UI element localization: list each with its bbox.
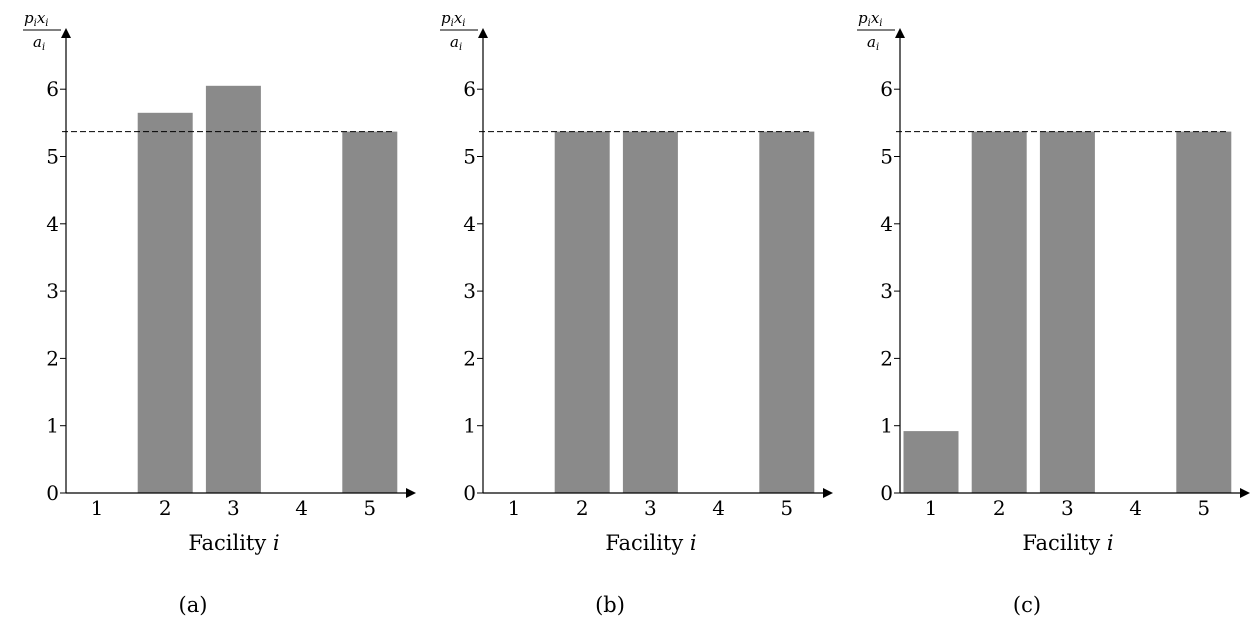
x-tick-label: 5 [780, 496, 793, 520]
y-tick-label: 3 [463, 279, 476, 303]
y-tick-label: 6 [46, 77, 59, 101]
x-axis-title: Facility i [605, 531, 696, 555]
y-tick-label: 2 [46, 346, 59, 370]
y-tick-label: 1 [46, 414, 59, 438]
panel-caption: (b) [595, 593, 625, 617]
y-tick-label: 4 [463, 212, 476, 236]
y-axis-title-denominator: ai [450, 33, 462, 53]
chart-panel-2: 0 1 2 3 4 5 6 1 2 3 4 5 Facility i pixi ai (b) [440, 9, 833, 617]
y-axis-title: pixi ai [857, 9, 895, 53]
panel-caption: (c) [1013, 593, 1041, 617]
x-tick-label: 1 [925, 496, 938, 520]
y-axis-title-numerator: pixi [441, 9, 465, 29]
bar-facility-5 [759, 131, 815, 493]
bar-facility-5 [342, 131, 398, 493]
y-axis-title-numerator: pixi [858, 9, 882, 29]
chart-panel-1: 0 1 2 3 4 5 6 1 2 3 4 5 Facility i pixi ai (a) [23, 9, 416, 617]
x-tick-label: 1 [508, 496, 521, 520]
y-tick-label: 3 [46, 279, 59, 303]
y-tick-label: 6 [463, 77, 476, 101]
y-tick-label: 4 [880, 212, 893, 236]
y-tick-label: 1 [880, 414, 893, 438]
y-axis-title-numerator: pixi [24, 9, 48, 29]
y-tick-label: 1 [463, 414, 476, 438]
bar-facility-5 [1176, 131, 1232, 493]
x-axis-title: Facility i [1022, 531, 1113, 555]
x-tick-label: 2 [159, 496, 172, 520]
x-axis-title: Facility i [188, 531, 279, 555]
y-tick-label: 0 [46, 481, 59, 505]
panel-caption: (a) [179, 593, 208, 617]
y-tick-label: 5 [463, 145, 476, 169]
x-tick-label: 5 [1197, 496, 1210, 520]
y-tick-label: 5 [880, 145, 893, 169]
y-tick-label: 0 [880, 481, 893, 505]
y-tick-label: 2 [463, 346, 476, 370]
x-tick-label: 4 [295, 496, 308, 520]
x-tick-label: 4 [712, 496, 725, 520]
chart-panel-3: 0 1 2 3 4 5 6 1 2 3 4 5 Facility i pixi ai (c) [857, 9, 1250, 617]
bar-facility-2 [971, 131, 1027, 493]
x-tick-label: 4 [1129, 496, 1142, 520]
y-tick-label: 2 [880, 346, 893, 370]
x-tick-label: 1 [91, 496, 104, 520]
x-tick-label: 3 [1061, 496, 1074, 520]
x-tick-label: 3 [227, 496, 240, 520]
bar-facility-3 [622, 131, 678, 493]
bar-facility-2 [554, 131, 610, 493]
y-tick-label: 5 [46, 145, 59, 169]
bar-facility-1 [903, 431, 959, 493]
x-tick-label: 3 [644, 496, 657, 520]
y-tick-label: 4 [46, 212, 59, 236]
y-axis-title-denominator: ai [33, 33, 45, 53]
y-axis-title: pixi ai [440, 9, 478, 53]
bar-facility-3 [1039, 131, 1095, 493]
y-tick-label: 0 [463, 481, 476, 505]
y-axis-title: pixi ai [23, 9, 61, 53]
y-tick-label: 3 [880, 279, 893, 303]
x-tick-label: 2 [993, 496, 1006, 520]
y-tick-label: 6 [880, 77, 893, 101]
x-tick-label: 2 [576, 496, 589, 520]
x-tick-label: 5 [363, 496, 376, 520]
bar-facility-3 [205, 85, 261, 494]
y-axis-title-denominator: ai [867, 33, 879, 53]
bar-facility-2 [137, 112, 193, 494]
